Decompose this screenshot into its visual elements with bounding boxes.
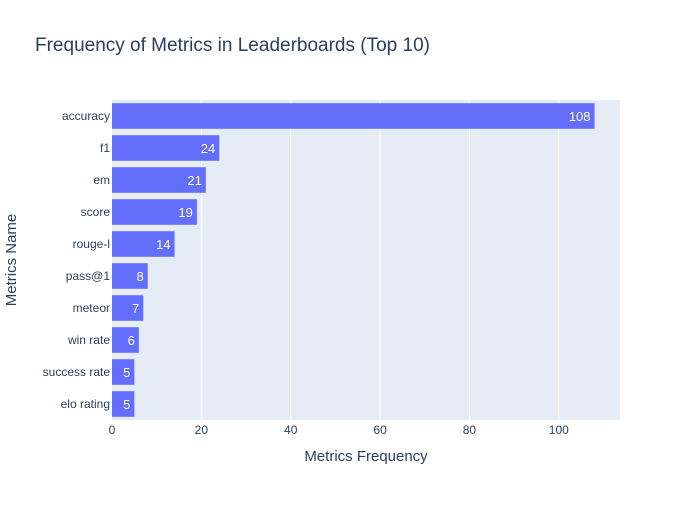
y-axis-title: Metrics Name <box>3 214 20 307</box>
bar <box>112 327 139 353</box>
y-axis-categories: accuracy f1 em score rouge-l pass@1 meteor win … <box>43 109 111 411</box>
bar <box>112 167 206 193</box>
x-tick-label: 80 <box>463 423 477 437</box>
x-axis-title: Metrics Frequency <box>304 448 428 465</box>
x-tick-label: 60 <box>373 423 387 437</box>
bar <box>112 295 144 321</box>
x-tick-label: 0 <box>109 423 116 437</box>
y-category-label: score <box>81 205 111 219</box>
bar <box>112 391 135 417</box>
y-category-label: win rate <box>67 333 110 347</box>
x-tick-label: 100 <box>549 423 569 437</box>
y-category-label: accuracy <box>62 109 110 123</box>
bar <box>112 135 220 161</box>
bar-value-label: 108 <box>569 109 591 124</box>
x-axis-ticks: 0 20 40 60 80 100 <box>109 423 569 437</box>
y-category-label: pass@1 <box>66 269 111 283</box>
bar-value-label: 8 <box>137 269 144 284</box>
y-category-label: success rate <box>43 365 111 379</box>
chart-title: Frequency of Metrics in Leaderboards (To… <box>35 35 430 56</box>
bar <box>112 199 197 225</box>
y-category-label: em <box>93 173 110 187</box>
bar-value-label: 6 <box>128 333 135 348</box>
bar <box>112 359 135 385</box>
bar-value-label: 5 <box>123 397 130 412</box>
bar-value-label: 14 <box>156 237 170 252</box>
bar-value-label: 5 <box>123 365 130 380</box>
bar-value-label: 24 <box>201 141 215 156</box>
bar <box>112 103 595 129</box>
bars: 108 24 21 19 14 8 7 6 5 5 <box>112 103 595 417</box>
bar-value-label: 7 <box>132 301 139 316</box>
bar-value-label: 21 <box>187 173 201 188</box>
y-category-label: f1 <box>100 141 110 155</box>
y-category-label: elo rating <box>61 397 110 411</box>
x-tick-label: 40 <box>284 423 298 437</box>
x-tick-label: 20 <box>195 423 209 437</box>
bar <box>112 231 175 257</box>
y-category-label: meteor <box>73 301 110 315</box>
bar <box>112 263 148 289</box>
bar-value-label: 19 <box>178 205 192 220</box>
y-category-label: rouge-l <box>73 237 110 251</box>
